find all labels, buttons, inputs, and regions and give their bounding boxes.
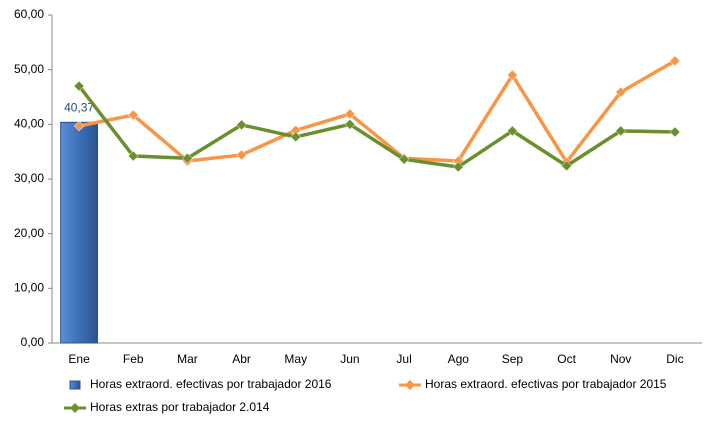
y-tick-label: 0,00: [21, 335, 45, 349]
y-tick-label: 10,00: [14, 281, 44, 295]
marker: [561, 160, 572, 172]
x-tick-label: Jul: [396, 352, 411, 366]
line: [78, 59, 676, 164]
marker: [290, 131, 302, 143]
x-tick-label: Sep: [502, 352, 524, 366]
marker: [507, 125, 518, 137]
y-tick-label: 50,00: [14, 62, 44, 76]
y-tick-label: 40,00: [14, 117, 44, 131]
marker: [236, 149, 247, 161]
x-tick-label: Oct: [557, 352, 576, 366]
marker: [507, 69, 518, 81]
marker: [669, 55, 681, 67]
data-label: 40,37: [64, 100, 94, 114]
x-tick-label: Jun: [340, 352, 359, 366]
x-tick-label: Feb: [123, 352, 144, 366]
x-tick-label: Dic: [666, 352, 683, 366]
marker: [344, 108, 356, 120]
legend-swatch: [69, 380, 81, 390]
legend-label: Horas extraord. efectivas por trabajador…: [90, 377, 332, 391]
legend-marker: [405, 380, 415, 390]
x-tick-label: Mar: [177, 352, 198, 366]
marker: [398, 153, 410, 165]
marker: [182, 152, 193, 164]
marker: [344, 118, 356, 130]
marker: [452, 161, 464, 173]
marker: [73, 80, 85, 92]
legend-label: Horas extraord. efectivas por trabajador…: [425, 377, 667, 391]
line: [77, 84, 675, 169]
x-tick-label: May: [284, 352, 307, 366]
y-tick-label: 60,00: [14, 7, 44, 21]
marker: [127, 150, 139, 162]
x-tick-label: Ago: [448, 352, 470, 366]
x-tick-label: Ene: [68, 352, 90, 366]
legend-marker: [70, 403, 80, 413]
marker: [236, 119, 247, 131]
marker: [615, 125, 627, 137]
marker: [73, 120, 85, 132]
bar: [60, 121, 98, 344]
marker: [669, 126, 681, 138]
x-tick-label: Abr: [232, 352, 251, 366]
x-tick-label: Nov: [610, 352, 631, 366]
y-tick-label: 30,00: [14, 171, 44, 185]
legend-label: Horas extras por trabajador 2.014: [90, 400, 270, 414]
marker: [127, 109, 139, 121]
y-tick-label: 20,00: [14, 226, 44, 240]
marker: [615, 86, 627, 98]
